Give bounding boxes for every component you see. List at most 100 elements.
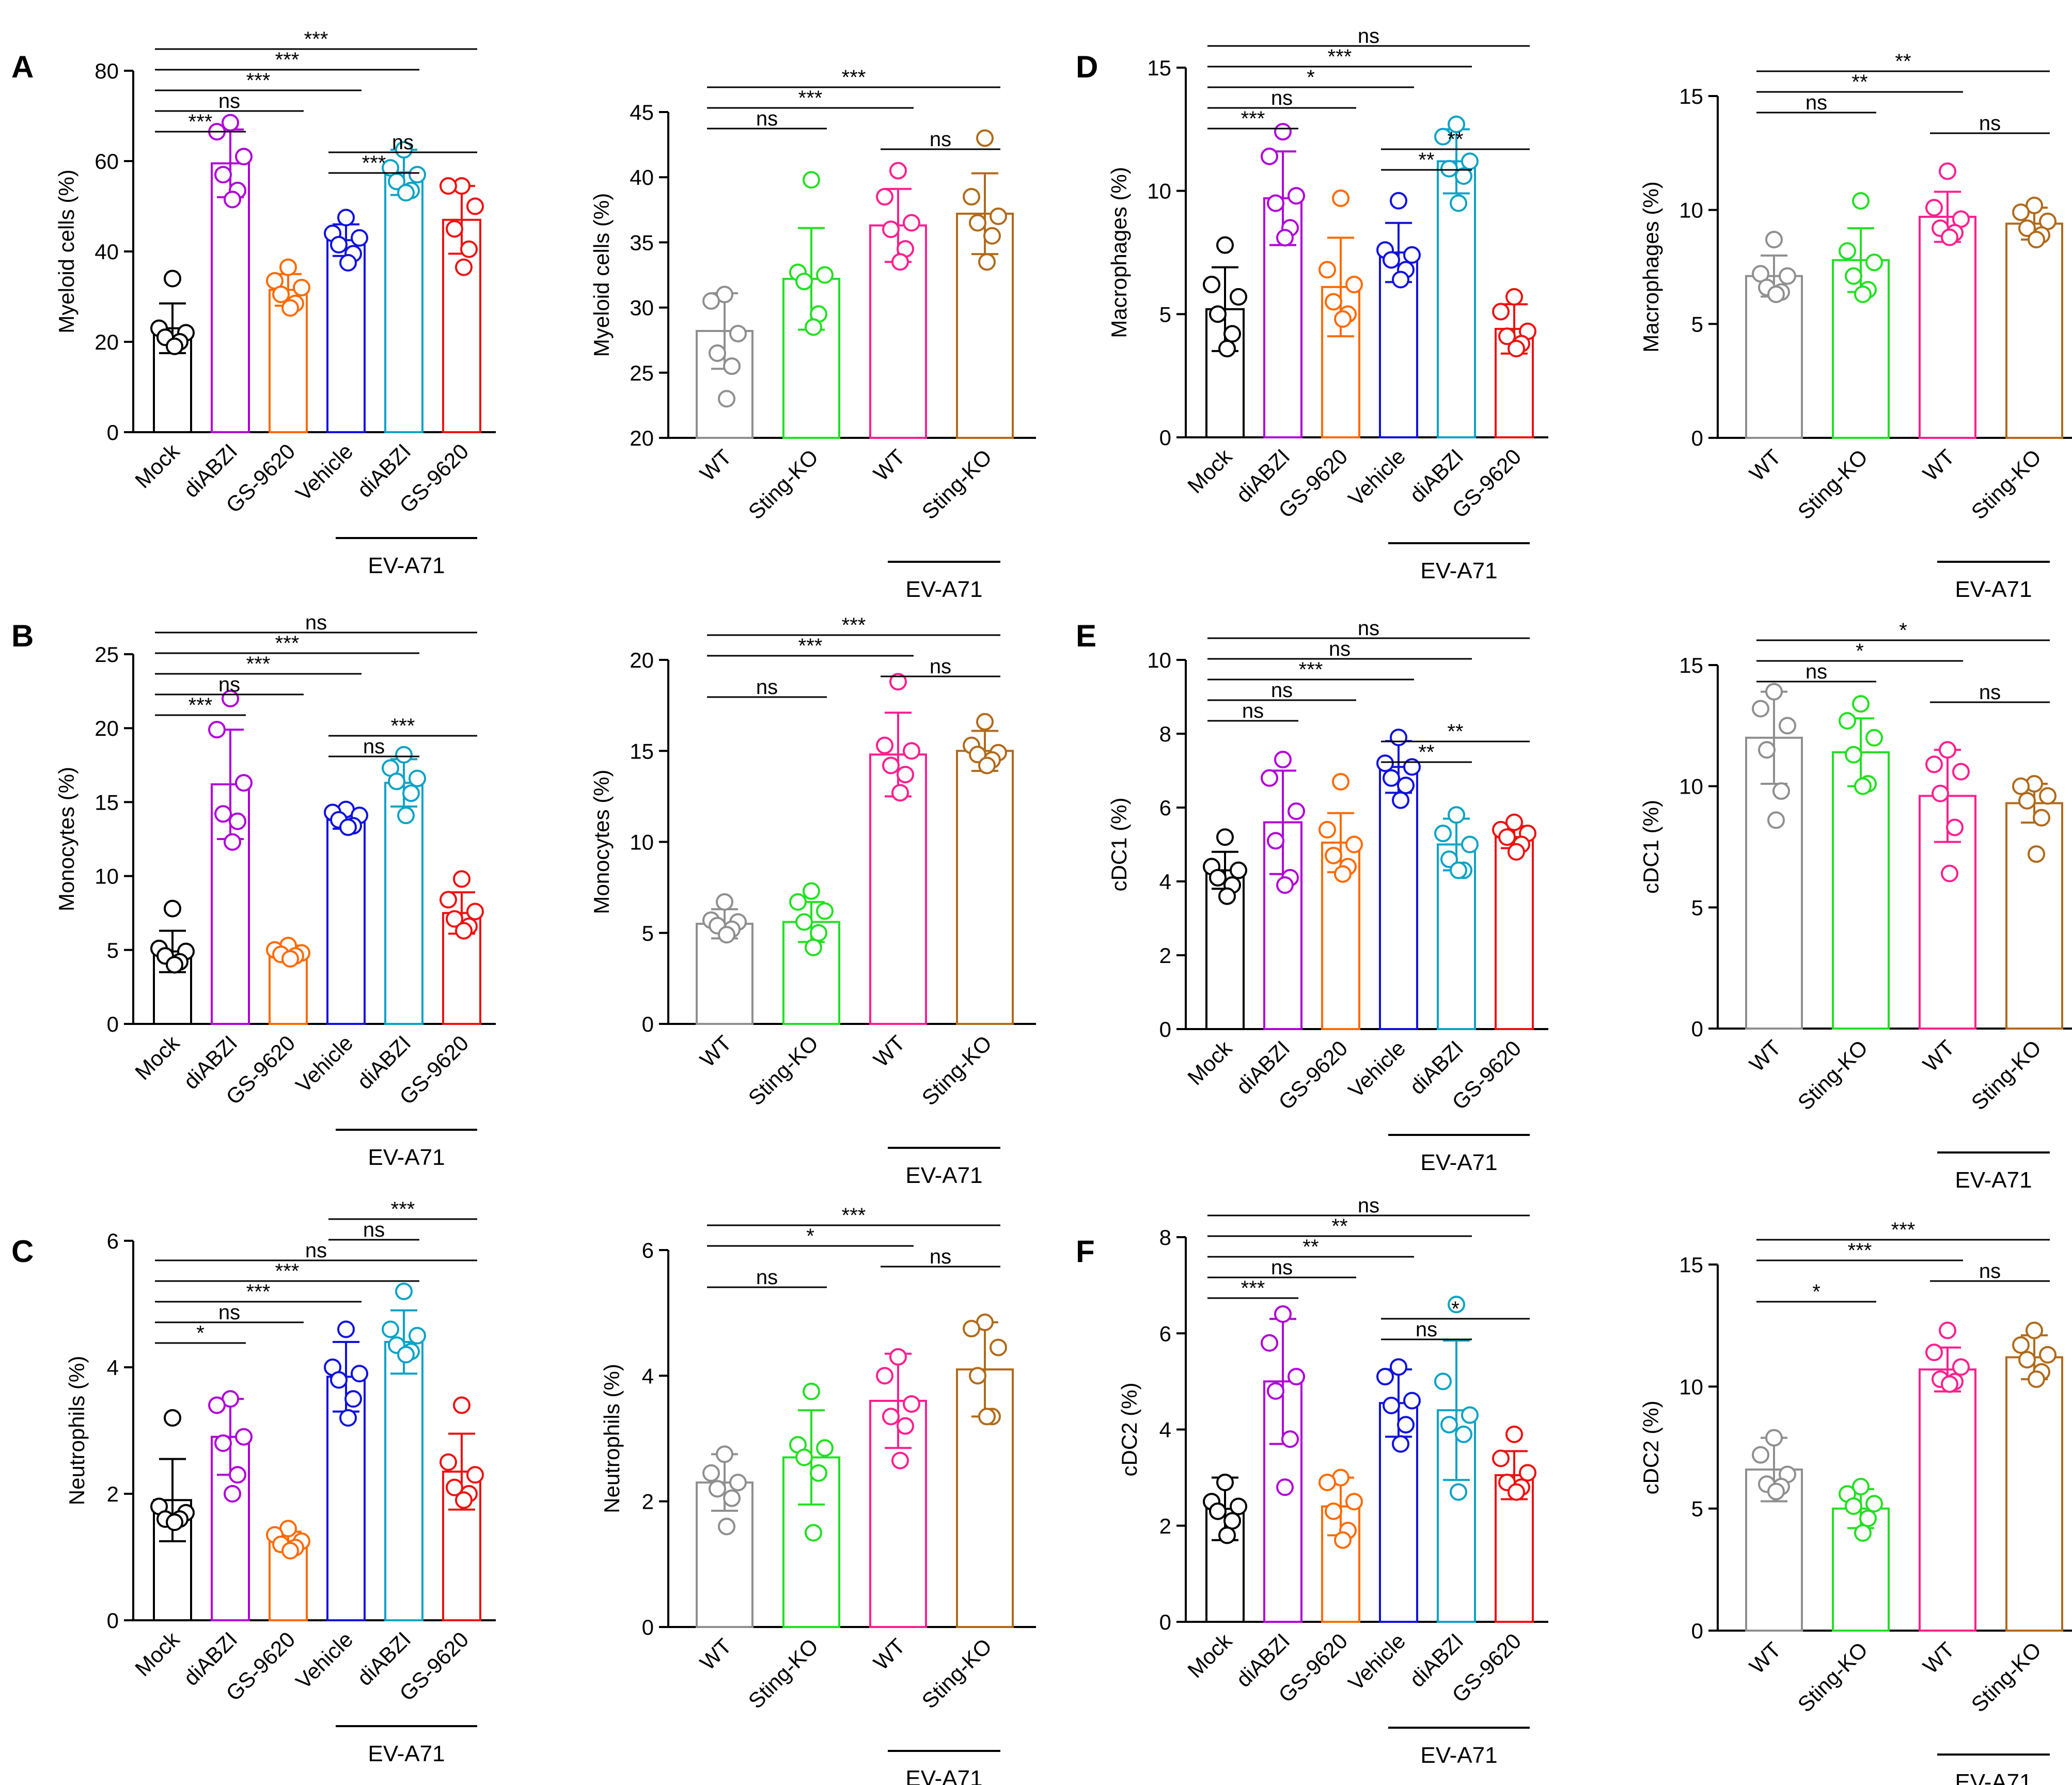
significance-label: ***: [275, 632, 300, 655]
significance-label: **: [1302, 1236, 1318, 1258]
bar: [2005, 223, 2063, 439]
y-tick-label: 2: [1159, 943, 1171, 968]
data-point: [1281, 1430, 1299, 1448]
data-point: [455, 1491, 473, 1509]
group-label: EV-A71: [368, 1741, 445, 1766]
data-point: [1267, 832, 1284, 850]
significance-label: ns: [756, 676, 778, 699]
y-tick-label: 0: [1159, 1610, 1171, 1634]
data-point: [1276, 876, 1294, 894]
data-point: [803, 171, 820, 189]
data-point: [455, 922, 473, 940]
bar: [956, 750, 1014, 1025]
data-point: [1392, 1435, 1409, 1453]
y-axis-label: Myeloid cells (%): [54, 169, 79, 333]
data-point: [214, 805, 232, 823]
data-point: [1492, 1449, 1510, 1467]
data-point: [1218, 340, 1236, 358]
data-point: [1941, 1375, 1958, 1393]
significance-label: ***: [275, 1260, 300, 1283]
data-point: [1325, 1502, 1342, 1520]
y-tick-label: 10: [95, 864, 119, 889]
data-point: [889, 1348, 907, 1366]
data-point: [1223, 1512, 1241, 1530]
data-point: [1434, 825, 1452, 843]
significance-label: **: [1418, 741, 1434, 764]
data-point: [1332, 189, 1349, 207]
y-tick-label: 4: [1159, 1418, 1171, 1442]
data-point: [1865, 729, 1883, 747]
x-tick-label: Vehicle: [291, 1627, 357, 1694]
data-point: [460, 240, 478, 258]
data-point: [1440, 850, 1458, 868]
y-tick-label: 10: [1147, 648, 1171, 672]
data-point: [1267, 194, 1284, 212]
data-point: [446, 910, 463, 928]
data-point: [166, 956, 183, 974]
data-point: [2039, 787, 2057, 805]
data-point: [1505, 1425, 1523, 1443]
y-tick-label: 80: [95, 59, 119, 83]
y-tick-label: 2: [642, 1490, 654, 1514]
data-point: [1925, 755, 1943, 773]
data-point: [1845, 1497, 1862, 1515]
data-point: [1779, 717, 1796, 735]
significance-label: ns: [756, 1266, 778, 1289]
data-point: [1505, 813, 1523, 831]
data-point: [1383, 769, 1400, 787]
data-point: [2012, 1336, 2030, 1354]
y-tick-label: 0: [107, 420, 119, 445]
data-point: [1318, 261, 1336, 279]
data-point: [453, 870, 470, 888]
significance-label: ***: [246, 69, 271, 92]
data-point: [889, 162, 907, 180]
x-tick-label: WT: [1918, 1637, 1959, 1678]
y-tick-label: 40: [95, 240, 119, 264]
data-point: [344, 1390, 362, 1408]
data-point: [351, 1365, 368, 1383]
data-point: [723, 357, 741, 375]
x-tick-label: Sting-KO: [744, 1031, 823, 1110]
y-tick-label: 8: [1159, 1225, 1171, 1250]
data-point: [1230, 288, 1247, 306]
y-axis-label: cDC2 (%): [1117, 1382, 1141, 1476]
y-tick-label: 15: [630, 739, 654, 763]
data-point: [709, 1480, 726, 1498]
data-point: [1767, 1482, 1785, 1500]
y-tick-label: 2: [107, 1482, 119, 1506]
data-point: [1941, 864, 1958, 882]
data-point: [2026, 196, 2043, 214]
data-point: [1939, 741, 1956, 759]
significance-label: **: [1418, 149, 1434, 171]
data-point: [2012, 203, 2030, 222]
data-point: [990, 207, 1007, 225]
data-point: [409, 166, 426, 184]
y-tick-label: 5: [642, 921, 654, 945]
significance-label: *: [1856, 640, 1864, 662]
data-point: [1403, 246, 1421, 264]
data-point: [339, 254, 357, 272]
significance-label: ns: [1358, 25, 1379, 48]
data-point: [166, 1513, 183, 1531]
y-tick-label: 0: [1691, 1017, 1703, 1041]
data-point: [208, 1396, 226, 1414]
data-point: [1939, 1321, 1956, 1339]
data-point: [1334, 1531, 1352, 1549]
data-point: [882, 756, 900, 775]
significance-label: ns: [1271, 1256, 1293, 1279]
y-tick-label: 0: [1691, 1619, 1703, 1643]
data-point: [1854, 1524, 1872, 1542]
group-label: EV-A71: [1420, 1743, 1497, 1768]
data-point: [1508, 1483, 1525, 1501]
group-label: EV-A71: [1955, 1770, 2032, 1785]
data-point: [876, 736, 893, 754]
data-point: [816, 1439, 834, 1457]
data-point: [1925, 199, 1943, 217]
data-point: [224, 1485, 241, 1503]
data-point: [2039, 1346, 2057, 1364]
y-tick-label: 0: [642, 1012, 654, 1036]
